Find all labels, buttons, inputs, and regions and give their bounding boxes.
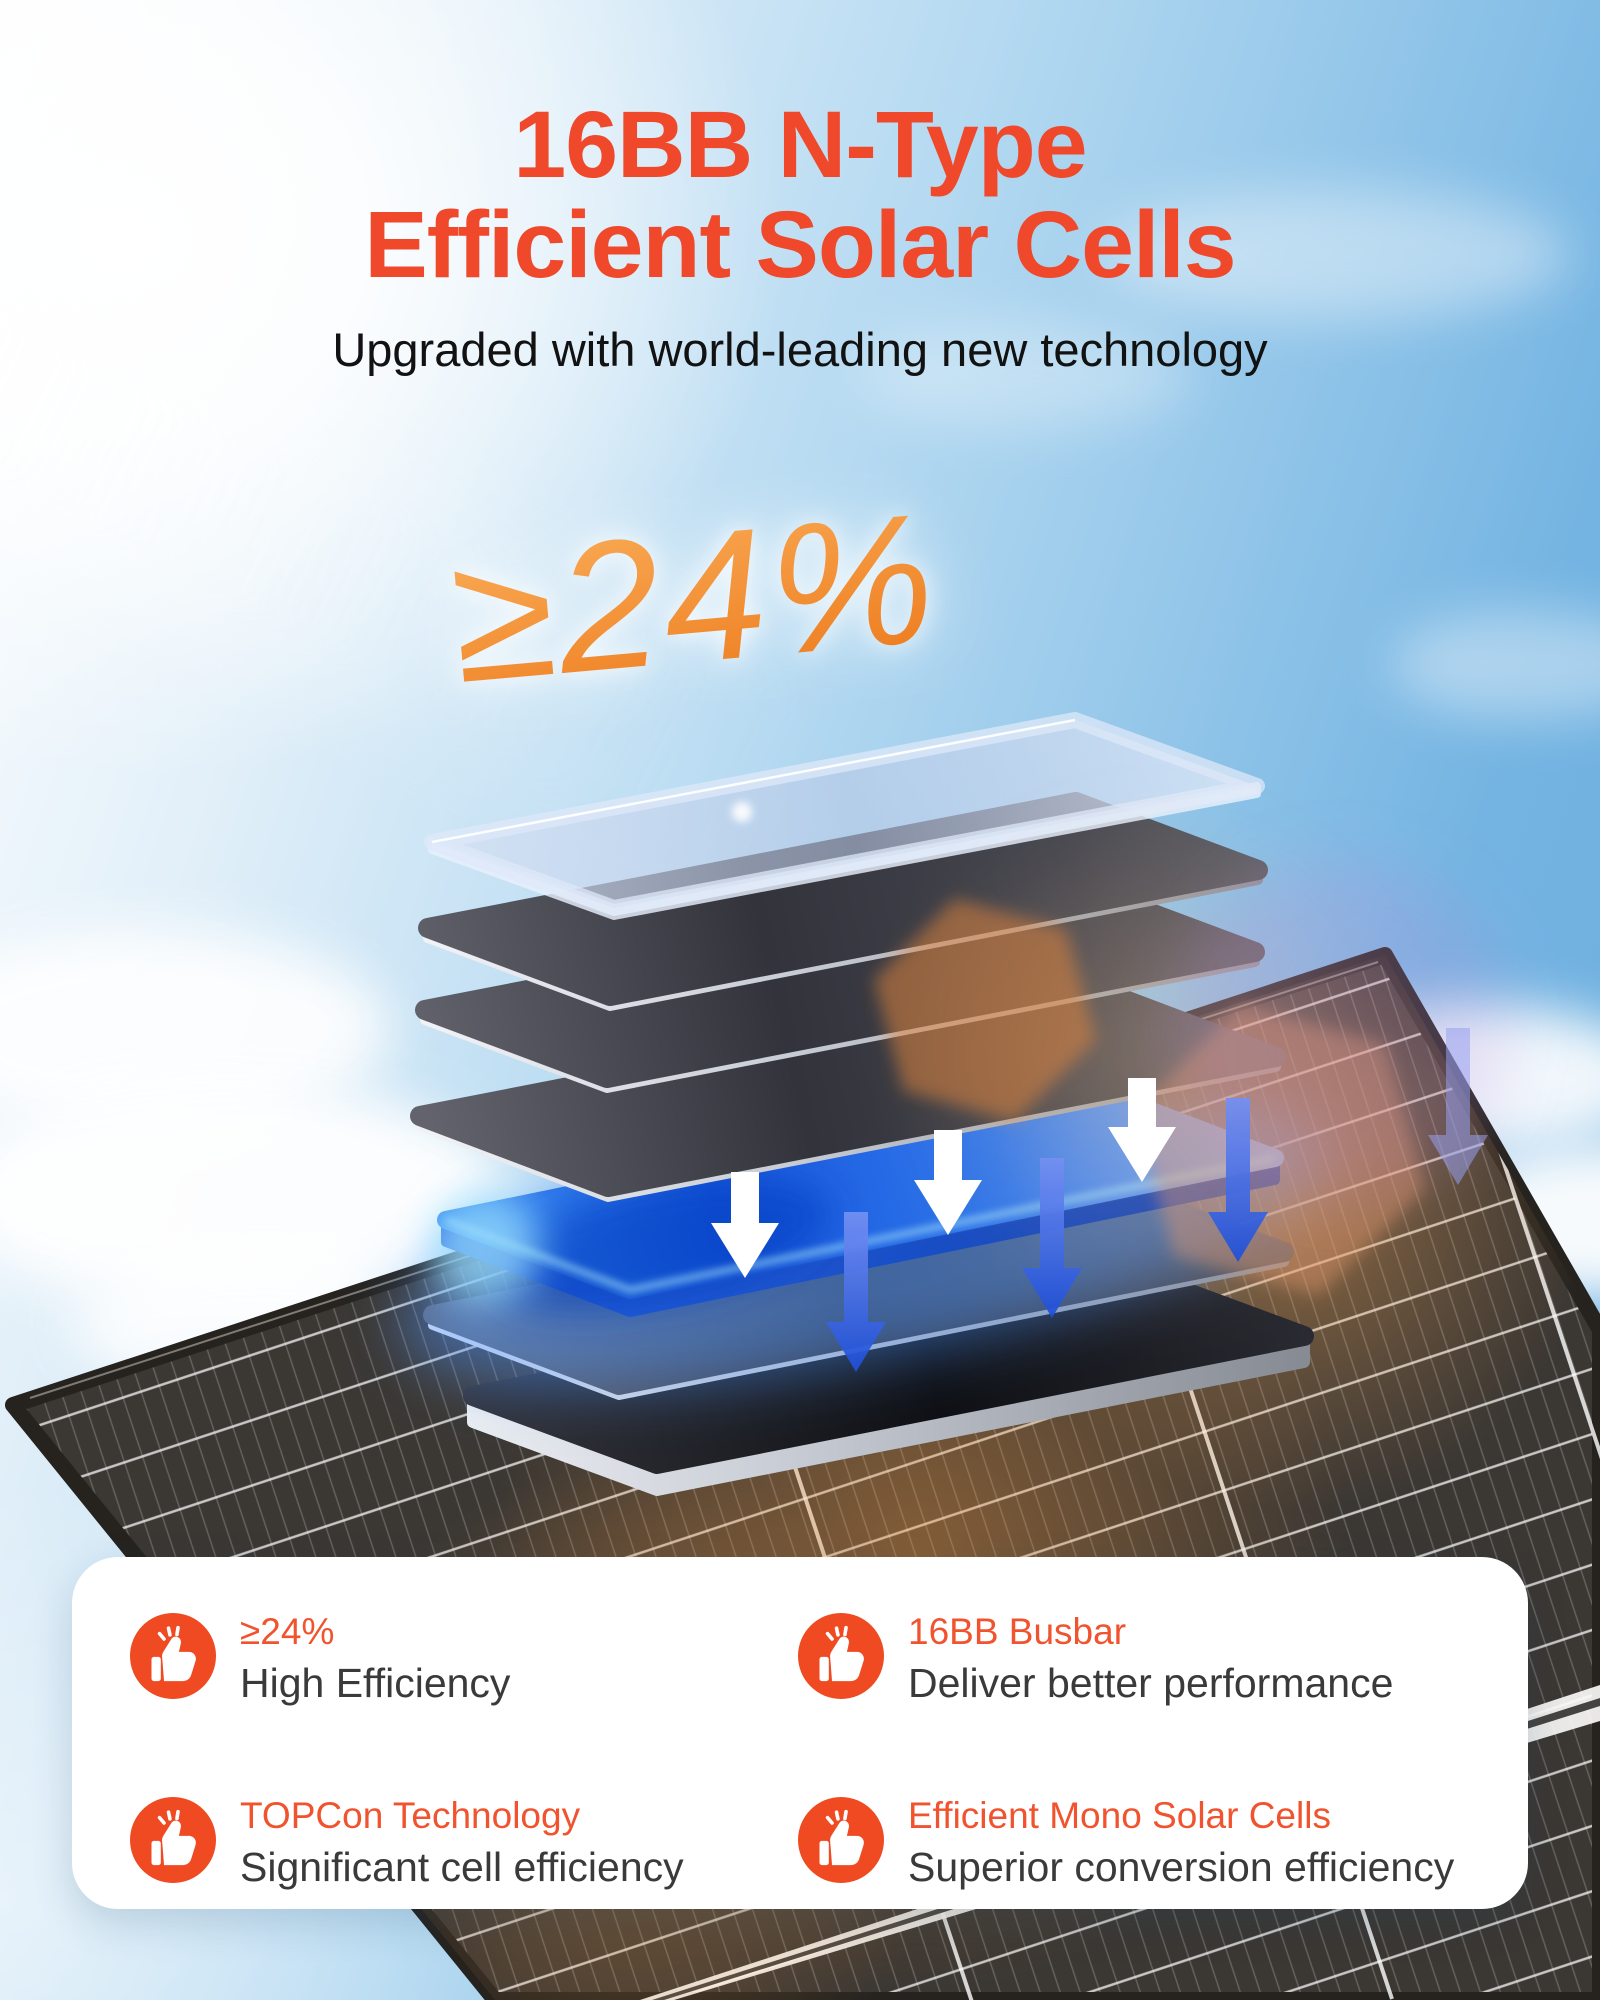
lens-flare <box>874 795 1510 1325</box>
efficiency-badge: ≥24% <box>444 471 946 724</box>
feature-text: Efficient Mono Solar Cells Superior conv… <box>908 1795 1454 1892</box>
title-line-1: 16BB N-Type <box>513 92 1087 198</box>
cloud <box>860 320 1190 430</box>
subtitle: Upgraded with world-leading new technolo… <box>332 322 1268 376</box>
feature-desc: High Efficiency <box>240 1659 511 1706</box>
thumbs-up-icon <box>130 1613 216 1699</box>
feature-desc: Deliver better performance <box>908 1659 1394 1706</box>
feature-text: TOPCon Technology Significant cell effic… <box>240 1795 684 1892</box>
white-down-arrow <box>711 1078 1176 1278</box>
feature-desc: Significant cell efficiency <box>240 1843 684 1890</box>
feature-item-16bb-busbar: 16BB Busbar Deliver better performance <box>798 1611 1528 1725</box>
feature-item-high-efficiency: ≥24% High Efficiency <box>130 1611 798 1725</box>
cloud <box>1390 610 1600 720</box>
light-absorption-arrows <box>711 1028 1488 1372</box>
thumbs-up-icon <box>798 1797 884 1883</box>
feature-title: ≥24% <box>240 1611 335 1652</box>
blue-down-arrow <box>826 1098 1268 1372</box>
efficiency-badge-glow: ≥24% <box>444 474 947 724</box>
page-title: 16BB N-Type Efficient Solar Cells <box>0 92 1600 298</box>
feature-text: 16BB Busbar Deliver better performance <box>908 1611 1393 1708</box>
title-line-2: Efficient Solar Cells <box>364 191 1236 298</box>
blue-down-arrow-faded <box>1428 1028 1488 1185</box>
feature-title: TOPCon Technology <box>240 1795 581 1836</box>
feature-item-mono-cells: Efficient Mono Solar Cells Superior conv… <box>798 1795 1528 1909</box>
layer-glass <box>424 712 1265 920</box>
header: 16BB N-Type Efficient Solar Cells Upgrad… <box>0 92 1600 377</box>
feature-title: 16BB Busbar <box>908 1611 1127 1652</box>
thumbs-up-icon <box>798 1613 884 1699</box>
feature-text: ≥24% High Efficiency <box>240 1611 510 1708</box>
cloud <box>1100 190 1570 320</box>
thumbs-up-icon <box>130 1797 216 1883</box>
feature-title: Efficient Mono Solar Cells <box>908 1795 1331 1836</box>
feature-item-topcon: TOPCon Technology Significant cell effic… <box>130 1795 798 1909</box>
feature-desc: Superior conversion efficiency <box>908 1843 1455 1890</box>
features-card: ≥24% High Efficiency <box>72 1557 1528 1909</box>
